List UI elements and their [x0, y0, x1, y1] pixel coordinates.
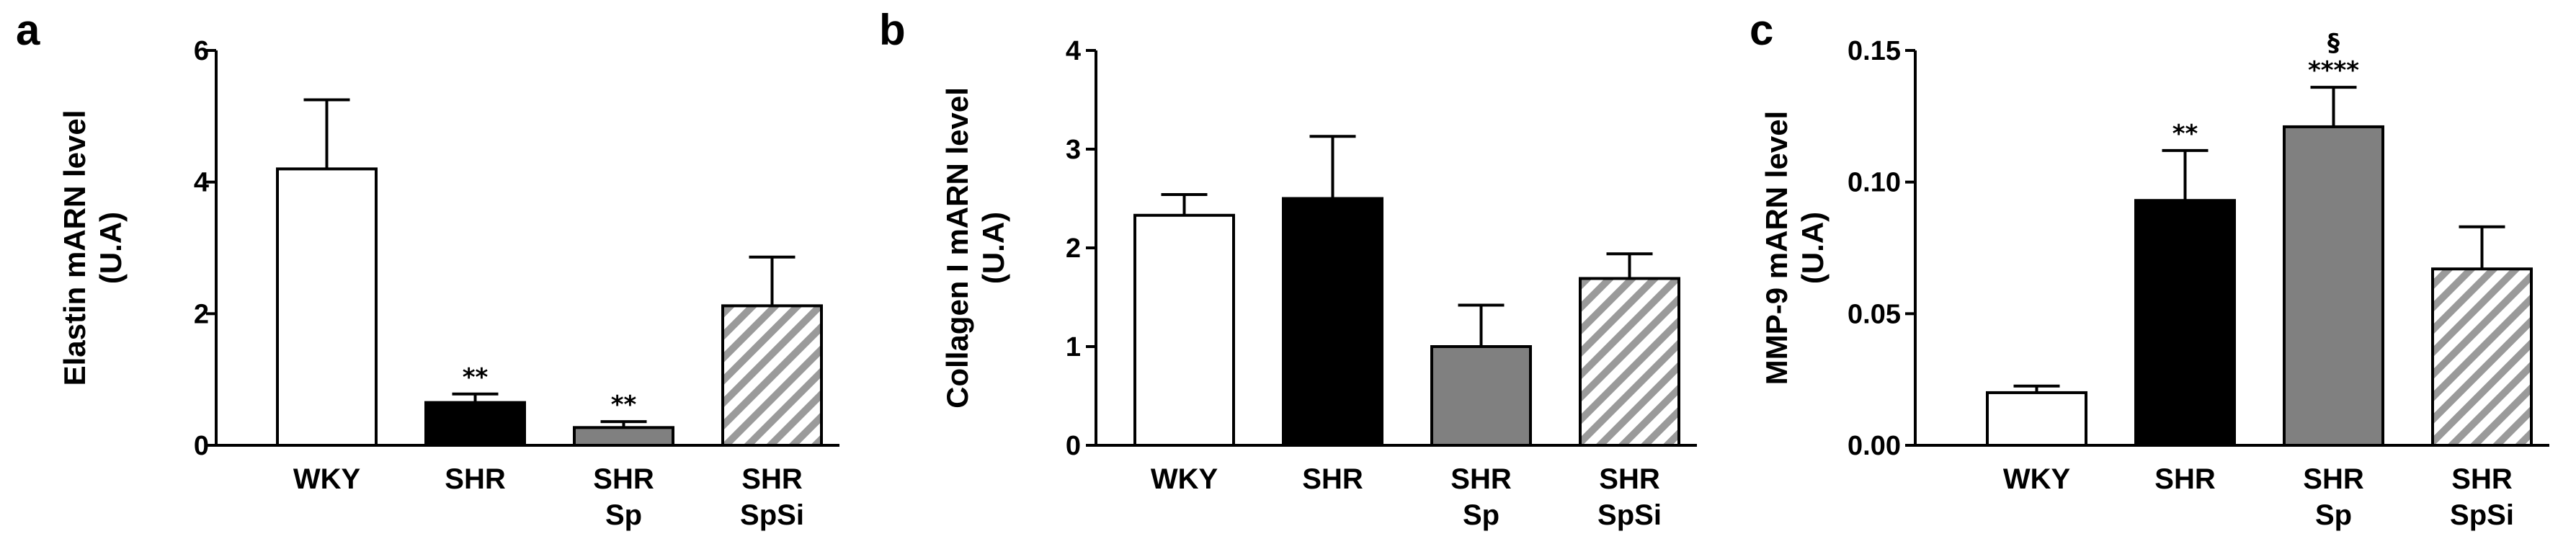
bar-shr-sp [573, 426, 674, 447]
x-tick-label: SHR [1302, 463, 1363, 495]
x-tick-label: SHR [1450, 463, 1512, 495]
y-axis-title-line: (U.A) [1796, 212, 1830, 284]
bar-shr-sp [1430, 345, 1532, 447]
y-axis-title-line: MMP-9 mARN level [1760, 111, 1793, 385]
y-tick-label: 0.15 [1848, 36, 1901, 66]
x-tick-label: Sp [2315, 499, 2352, 531]
x-tick-label: SpSi [1597, 499, 1662, 531]
panel-letter: a [16, 6, 40, 54]
bar-shr-spsi [1579, 277, 1680, 447]
panel-letter: c [1750, 6, 1773, 54]
x-tick-label: SHR [445, 463, 506, 495]
y-axis-title-line: Elastin mARN level [58, 110, 92, 386]
x-tick-label: Sp [1463, 499, 1499, 531]
y-axis-title: Collagen I mARN level(U.A) [940, 87, 1010, 409]
significance-label: § [2327, 29, 2340, 58]
y-tick-label: 0 [1066, 431, 1081, 461]
bar-shr [1282, 197, 1383, 447]
y-axis-title-line: (U.A) [94, 212, 128, 284]
x-tick-label: SHR [741, 463, 803, 495]
y-tick-label: 0 [194, 431, 209, 461]
panel-b: b Collagen I mARN level(U.A) 0 1 2 3 4 WKY SHR SH… [879, 6, 1697, 531]
bar-wky [1133, 213, 1235, 447]
x-tick-label: WKY [1151, 463, 1218, 495]
x-tick-label: Sp [605, 499, 642, 531]
x-tick-label: SpSi [2450, 499, 2514, 531]
y-tick-label: 3 [1066, 135, 1081, 165]
y-axis-title: Elastin mARN level(U.A) [58, 110, 128, 386]
y-tick-label: 2 [1066, 233, 1081, 264]
y-tick-label: 1 [1066, 332, 1081, 362]
bar-shr-spsi [721, 304, 823, 447]
significance-label: ** [2172, 120, 2198, 148]
y-tick-label: 0.00 [1848, 431, 1901, 461]
bar-shr-sp [2283, 125, 2384, 447]
significance-label: ** [611, 391, 637, 419]
y-tick-label: 4 [1066, 36, 1081, 66]
panel-c: c MMP-9 mARN level(U.A) 0.00 0.05 0.10 0.15 WK… [1750, 6, 2549, 531]
y-axis-title-line: Collagen I mARN level [940, 87, 974, 409]
x-tick-label: WKY [2003, 463, 2071, 495]
y-tick-label: 0.10 [1848, 168, 1901, 198]
x-tick-label: SHR [2451, 463, 2513, 495]
bar-shr-spsi [2431, 267, 2533, 447]
bar-wky [276, 167, 378, 447]
significance-label: ** [463, 363, 489, 392]
x-tick-label: SHR [1599, 463, 1660, 495]
x-tick-label: WKY [293, 463, 361, 495]
x-tick-label: SHR [2154, 463, 2216, 495]
bar-shr [424, 401, 526, 447]
bar-shr [2134, 199, 2236, 447]
y-tick-label: 0.05 [1848, 299, 1901, 329]
y-axis-title-line: (U.A) [976, 212, 1010, 284]
y-tick-label: 4 [194, 168, 209, 198]
bar-wky [1986, 391, 2087, 447]
panel-letter: b [879, 6, 906, 54]
y-tick-label: 6 [194, 36, 209, 66]
x-tick-label: SHR [593, 463, 654, 495]
x-tick-label: SHR [2303, 463, 2364, 495]
y-tick-label: 2 [194, 299, 209, 329]
x-tick-label: SpSi [740, 499, 804, 531]
significance-label: **** [2308, 56, 2359, 85]
y-axis-title: MMP-9 mARN level(U.A) [1760, 111, 1830, 385]
panel-a: a Elastin mARN level(U.A) 0 2 4 6 WKY ** SHR ** SH… [16, 6, 839, 531]
